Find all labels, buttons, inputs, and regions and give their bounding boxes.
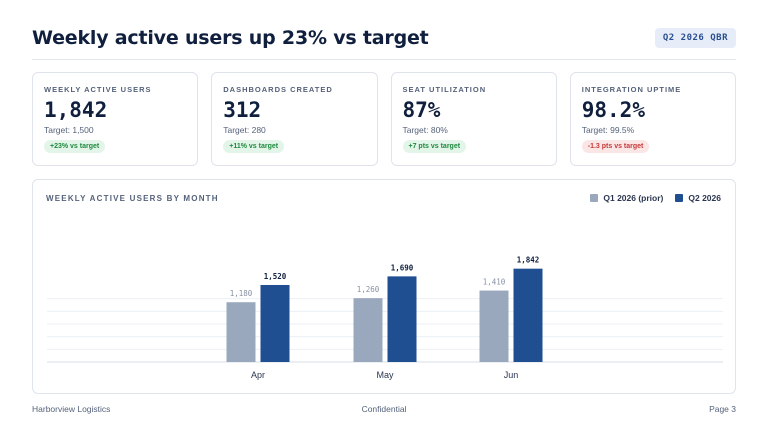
chart-title: WEEKLY ACTIVE USERS BY MONTH xyxy=(46,194,219,203)
kpi-card-seat-utilization: SEAT UTILIZATION 87% Target: 80% +7 pts … xyxy=(390,72,557,166)
kpi-card-dashboards-created: DASHBOARDS CREATED 312 Target: 280 +11% … xyxy=(211,72,378,166)
footer-page-number: Page 3 xyxy=(709,404,737,414)
kpi-target: Target: 99.5% xyxy=(581,125,635,135)
data-label: 1,520 xyxy=(264,272,287,281)
kpi-delta-badge: +23% vs target xyxy=(44,140,106,153)
bar-apr-current xyxy=(260,284,290,362)
chart-card: WEEKLY ACTIVE USERS BY MONTH Q1 2026 (pr… xyxy=(32,179,736,394)
x-tick-label: Apr xyxy=(251,370,265,380)
kpi-target: Target: 1,500 xyxy=(44,125,94,135)
bar-may-current xyxy=(387,276,417,362)
bar-apr-prior xyxy=(226,302,256,362)
bar-may-prior xyxy=(353,298,383,362)
chart-legend: Q1 2026 (prior) Q2 2026 xyxy=(590,193,721,203)
kpi-label: INTEGRATION UPTIME xyxy=(581,85,682,94)
kpi-card-integration-uptime: INTEGRATION UPTIME 98.2% Target: 99.5% -… xyxy=(569,72,736,166)
slide-title: Weekly active users up 23% vs target xyxy=(32,27,429,49)
kpi-value: 98.2% xyxy=(581,98,645,122)
kpi-target: Target: 280 xyxy=(223,125,266,135)
kpi-label: DASHBOARDS CREATED xyxy=(223,85,333,94)
legend-label-prior: Q1 2026 (prior) xyxy=(603,193,664,203)
bar-jun-prior xyxy=(479,290,509,362)
kpi-value: 312 xyxy=(223,98,262,122)
slide-footer: Harborview Logistics Confidential Page 3 xyxy=(32,404,736,418)
x-tick-label: Jun xyxy=(504,370,519,380)
kpi-delta-badge: +7 pts vs target xyxy=(402,140,467,153)
kpi-card-weekly-active-users: WEEKLY ACTIVE USERS 1,842 Target: 1,500 … xyxy=(32,72,199,166)
kpi-label: SEAT UTILIZATION xyxy=(402,85,487,94)
kpi-delta-badge: -1.3 pts vs target xyxy=(581,140,650,153)
kpi-label: WEEKLY ACTIVE USERS xyxy=(44,85,152,94)
kpi-row: WEEKLY ACTIVE USERS 1,842 Target: 1,500 … xyxy=(32,72,736,166)
legend-item-current: Q2 2026 xyxy=(675,193,721,203)
data-label: 1,180 xyxy=(230,289,253,298)
header-divider xyxy=(32,59,736,60)
data-label: 1,690 xyxy=(391,263,414,272)
bar-chart: 1,180 1,520 Apr 1,260 1,690 May 1,410 1,842 Jun xyxy=(47,256,723,380)
data-label: 1,260 xyxy=(357,285,380,294)
footer-company: Harborview Logistics xyxy=(32,404,111,414)
kpi-value: 1,842 xyxy=(44,98,108,122)
bar-jun-current xyxy=(513,268,543,362)
data-label: 1,410 xyxy=(483,278,506,287)
kpi-target: Target: 80% xyxy=(402,125,448,135)
kpi-delta-badge: +11% vs target xyxy=(223,140,285,153)
legend-label-current: Q2 2026 xyxy=(688,193,721,203)
kpi-value: 87% xyxy=(402,98,441,122)
slide-header: Weekly active users up 23% vs target Q2 … xyxy=(32,24,736,52)
quarter-badge: Q2 2026 QBR xyxy=(654,28,736,48)
legend-item-prior: Q1 2026 (prior) xyxy=(590,193,663,203)
x-tick-label: May xyxy=(376,370,394,380)
legend-swatch-current xyxy=(675,194,684,202)
legend-swatch-prior xyxy=(590,194,599,202)
data-label: 1,842 xyxy=(517,256,540,265)
footer-confidential: Confidential xyxy=(361,404,407,414)
